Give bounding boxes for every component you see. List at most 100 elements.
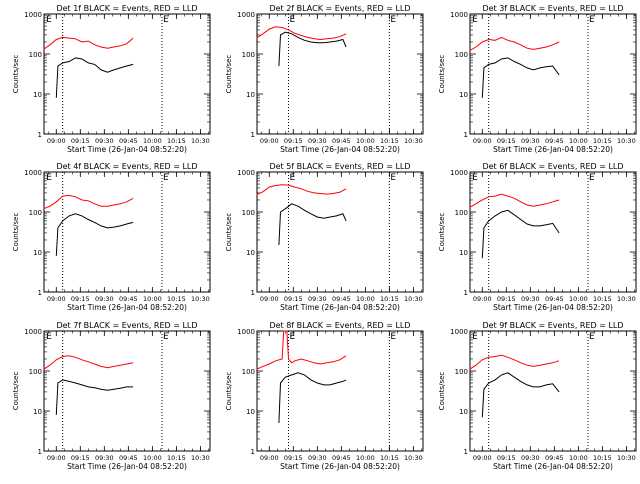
- series-lld-line: [469, 36, 560, 52]
- x-tick-label: 09:15: [71, 137, 90, 145]
- x-tick-label: 10:15: [380, 454, 399, 462]
- series-lld-line: [256, 330, 347, 370]
- x-tick-label: 09:15: [284, 295, 303, 303]
- x-tick-label: 09:45: [119, 454, 138, 462]
- y-tick-label: 1000: [24, 169, 42, 177]
- x-tick-label: 10:30: [191, 454, 210, 462]
- y-tick-label: 100: [29, 368, 42, 376]
- x-tick-label: 10:15: [380, 295, 399, 303]
- x-tick-label: 10:30: [617, 454, 636, 462]
- y-tick-label: 1000: [24, 328, 42, 336]
- x-tick-label: 10:30: [191, 295, 210, 303]
- series-events-line: [55, 379, 134, 415]
- plot-frame: [256, 171, 424, 293]
- plot-frame: [469, 13, 637, 135]
- x-tick-label: 09:45: [332, 295, 351, 303]
- x-tick-label: 10:00: [143, 137, 162, 145]
- y-axis-label: Counts/sec: [438, 372, 446, 411]
- y-tick-label: 10: [246, 249, 255, 257]
- x-tick-label: 09:30: [521, 137, 540, 145]
- chart-panel-3: Det 3f BLACK = Events, RED = LLD 1 10 100 10…: [438, 4, 637, 154]
- y-tick-label: 1000: [450, 328, 468, 336]
- y-tick-label: 100: [242, 368, 255, 376]
- x-axis-label: Start Time (26-Jan-04 08:52:20): [280, 462, 400, 471]
- x-tick-label: 09:00: [47, 295, 66, 303]
- series-events-line: [481, 372, 560, 418]
- x-axis-label: Start Time (26-Jan-04 08:52:20): [493, 303, 613, 312]
- x-axis-label: Start Time (26-Jan-04 08:52:20): [67, 303, 187, 312]
- chart-title: Det 1f BLACK = Events, RED = LLD: [56, 4, 197, 13]
- y-tick-label: 1: [38, 448, 42, 456]
- x-tick-label: 09:30: [308, 295, 327, 303]
- y-tick-label: 1: [464, 448, 468, 456]
- y-axis-label: Counts/sec: [438, 55, 446, 94]
- y-axis-label: Counts/sec: [12, 55, 20, 94]
- chart-panel-9: Det 9f BLACK = Events, RED = LLD 1 10 100 10…: [438, 321, 637, 471]
- x-tick-label: 09:15: [71, 295, 90, 303]
- x-tick-label: 09:15: [497, 454, 516, 462]
- x-axis-label: Start Time (26-Jan-04 08:52:20): [67, 145, 187, 154]
- x-tick-label: 10:00: [143, 295, 162, 303]
- y-tick-label: 100: [242, 51, 255, 59]
- y-tick-label: 10: [459, 408, 468, 416]
- x-tick-label: 09:45: [545, 295, 564, 303]
- x-tick-label: 10:30: [617, 137, 636, 145]
- series-events-line: [278, 31, 347, 67]
- y-axis-label: Counts/sec: [225, 372, 233, 411]
- chart-panel-1: Det 1f BLACK = Events, RED = LLD 1 10 100 10…: [12, 4, 211, 154]
- x-tick-label: 09:00: [47, 454, 66, 462]
- series-lld-line: [43, 36, 134, 50]
- y-tick-label: 1000: [450, 169, 468, 177]
- x-tick-label: 10:00: [569, 454, 588, 462]
- y-tick-label: 10: [459, 91, 468, 99]
- y-axis-label: Counts/sec: [12, 213, 20, 252]
- marker-label: E: [589, 332, 595, 342]
- x-tick-label: 09:30: [95, 137, 114, 145]
- y-tick-label: 1000: [237, 169, 255, 177]
- x-tick-label: 10:30: [404, 295, 423, 303]
- y-tick-label: 100: [455, 209, 468, 217]
- x-tick-label: 09:00: [473, 454, 492, 462]
- series-events-line: [481, 57, 560, 98]
- x-tick-label: 10:15: [167, 454, 186, 462]
- x-tick-label: 09:45: [545, 137, 564, 145]
- x-tick-label: 09:00: [473, 295, 492, 303]
- x-tick-label: 09:15: [497, 137, 516, 145]
- series-lld-line: [43, 355, 134, 370]
- marker-label: E: [289, 173, 295, 183]
- x-tick-label: 09:45: [332, 137, 351, 145]
- x-axis-label: Start Time (26-Jan-04 08:52:20): [280, 145, 400, 154]
- chart-panel-7: Det 7f BLACK = Events, RED = LLD 1 10 100 10…: [12, 321, 211, 471]
- marker-label: E: [289, 15, 295, 25]
- x-tick-label: 10:15: [380, 137, 399, 145]
- series-lld-line: [256, 26, 347, 41]
- y-axis-label: Counts/sec: [438, 213, 446, 252]
- marker-label: E: [390, 173, 396, 183]
- y-tick-label: 100: [455, 368, 468, 376]
- x-axis-label: Start Time (26-Jan-04 08:52:20): [67, 462, 187, 471]
- x-tick-label: 09:30: [308, 137, 327, 145]
- x-tick-label: 09:45: [332, 454, 351, 462]
- x-tick-label: 09:45: [119, 295, 138, 303]
- y-tick-label: 1: [251, 289, 255, 297]
- x-tick-label: 10:00: [356, 137, 375, 145]
- y-axis-label: Counts/sec: [225, 55, 233, 94]
- series-events-line: [55, 213, 134, 256]
- marker-label: E: [289, 332, 295, 342]
- marker-label: E: [589, 173, 595, 183]
- chart-title: Det 5f BLACK = Events, RED = LLD: [269, 162, 410, 171]
- chart-panel-4: Det 4f BLACK = Events, RED = LLD 1 10 100 10…: [12, 162, 211, 312]
- marker-label: E: [46, 332, 52, 342]
- x-tick-label: 10:00: [143, 454, 162, 462]
- chart-panel-5: Det 5f BLACK = Events, RED = LLD 1 10 100 10…: [225, 162, 424, 312]
- plot-frame: [256, 13, 424, 135]
- series-lld-line: [256, 184, 347, 196]
- series-lld-line: [469, 354, 560, 370]
- x-tick-label: 09:15: [71, 454, 90, 462]
- marker-label: E: [589, 15, 595, 25]
- plot-frame: [469, 171, 637, 293]
- marker-label: E: [163, 332, 169, 342]
- series-events-line: [278, 203, 347, 246]
- plot-frame: [43, 13, 211, 135]
